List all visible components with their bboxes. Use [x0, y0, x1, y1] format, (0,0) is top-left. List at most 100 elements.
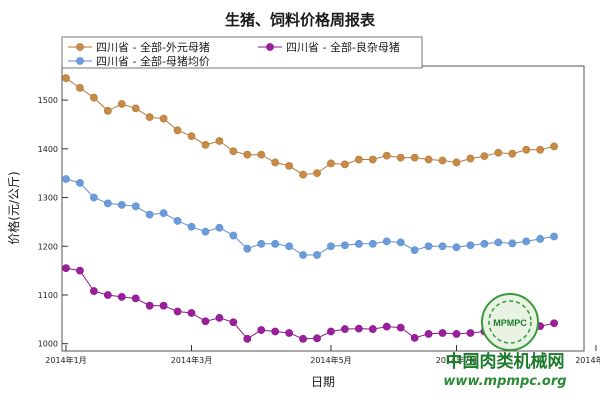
series-2-point: [313, 251, 321, 259]
series-2-point: [285, 242, 294, 251]
series-2-point: [536, 235, 545, 243]
series-1-point: [354, 324, 363, 333]
series-0-point: [327, 159, 335, 168]
series-2-point: [131, 202, 140, 211]
series-1-point: [382, 322, 391, 331]
legend-entry-label: 四川省 - 全部-外元母猪: [96, 40, 210, 54]
x-tick-label: 2014年1月: [45, 355, 86, 365]
series-0-point: [257, 150, 266, 159]
x-tick-label: 2014年3月: [171, 355, 212, 365]
series-2-point: [466, 241, 475, 250]
legend-swatch-marker: [266, 43, 274, 51]
series-0-point: [103, 106, 112, 115]
series-0-point: [508, 149, 517, 158]
series-2-point: [76, 179, 84, 187]
series-2-point: [159, 209, 168, 218]
series-2-point: [187, 222, 196, 231]
legend-entry-label: 四川省 - 全部-母猪均价: [96, 54, 210, 68]
series-2-point: [396, 238, 405, 247]
series-0-point: [159, 114, 168, 123]
series-0-point: [480, 152, 489, 161]
series-1-point: [271, 327, 280, 336]
series-1-point: [62, 264, 70, 273]
series-1-point: [410, 333, 419, 342]
series-0-point: [243, 150, 252, 159]
y-tick-label: 1000: [38, 340, 58, 349]
series-1-point: [424, 330, 433, 338]
series-1-point: [145, 301, 154, 310]
x-axis-label: 日期: [311, 375, 335, 389]
series-1-point: [438, 329, 447, 337]
series-2-point: [173, 217, 182, 225]
x-axis: 2014年1月 2014年3月 2014年5月 2014年7月 2014年9月: [45, 345, 600, 365]
series-1-point: [313, 334, 321, 343]
series-2-point: [145, 210, 154, 219]
series-2-point: [452, 243, 461, 252]
x-tick-label: 2014年5月: [310, 355, 351, 365]
series-0-point: [424, 155, 433, 164]
series-2-point: [117, 200, 126, 209]
series-1-point: [550, 319, 559, 328]
watermark-url: www.mpmpc.org: [443, 374, 566, 389]
series-0-point: [299, 170, 307, 179]
series-2-point: [229, 231, 238, 240]
series-1-point: [131, 294, 140, 303]
series-0-point: [466, 154, 475, 163]
series-0-point: [494, 148, 503, 157]
series-1-point: [173, 307, 182, 316]
y-axis-label: 价格(元/公斤): [6, 171, 21, 244]
legend-swatch-marker: [76, 43, 84, 51]
x-tick-label: 2014年9月: [575, 355, 600, 365]
series-0-point: [215, 137, 224, 145]
legend-swatch-marker: [76, 57, 84, 65]
series-1-point: [103, 291, 112, 299]
series-0-point: [550, 142, 559, 151]
watermark-logo-icon: MPMPC: [481, 293, 539, 351]
series-0-point: [368, 155, 377, 164]
series-1-point: [159, 301, 168, 310]
series-0-point: [396, 153, 405, 162]
series-2-point: [215, 223, 224, 232]
series-0-point: [89, 93, 98, 102]
y-tick-label: 1200: [38, 242, 58, 251]
series-2-point: [103, 199, 112, 208]
series-1-point: [452, 330, 461, 338]
chart-title: 生猪、饲料价格周报表: [225, 11, 376, 29]
series-1-point: [396, 323, 405, 332]
series-0-point: [229, 147, 238, 156]
series-2-point: [494, 238, 503, 247]
series-0-point: [354, 155, 363, 164]
series-2-point: [257, 239, 266, 248]
watermark: MPMPC 中国肉类机械网 www.mpmpc.org: [443, 293, 567, 389]
y-tick-label: 1300: [38, 194, 58, 203]
series-0-point: [76, 84, 84, 92]
series-1-point: [89, 287, 98, 295]
series-1-point: [243, 334, 252, 343]
series-0-point: [187, 132, 196, 141]
series-1-point: [215, 313, 224, 322]
series-1-point: [76, 266, 84, 275]
series-1-point: [466, 329, 475, 337]
series-2-point: [62, 175, 70, 183]
series-0-point: [452, 158, 461, 167]
watermark-logo-text: MPMPC: [493, 318, 527, 328]
series-2-point: [368, 239, 377, 248]
series-0-point: [145, 113, 154, 122]
series-1-point: [257, 326, 266, 334]
y-axis: 1000 1100 1200 1300 1400 1500: [38, 96, 68, 349]
series-2-point: [410, 246, 419, 255]
series-0-point: [285, 161, 294, 170]
series-0-point: [117, 100, 126, 108]
y-tick-label: 1500: [38, 96, 58, 105]
legend-entry-label: 四川省 - 全部-良杂母猪: [286, 40, 400, 54]
series-1-point: [285, 329, 294, 337]
series-1-point: [368, 325, 377, 333]
series-0-point: [131, 104, 140, 113]
x-tick-label: 2014年7月: [436, 355, 477, 365]
series-2-point: [89, 193, 98, 202]
series-2-point: [382, 237, 391, 246]
series-1-point: [187, 309, 196, 317]
series-2-point: [508, 239, 517, 248]
